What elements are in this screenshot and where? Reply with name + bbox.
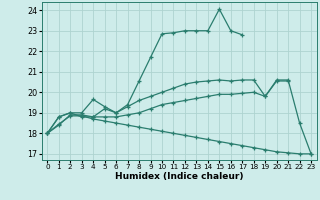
X-axis label: Humidex (Indice chaleur): Humidex (Indice chaleur)	[115, 172, 244, 181]
